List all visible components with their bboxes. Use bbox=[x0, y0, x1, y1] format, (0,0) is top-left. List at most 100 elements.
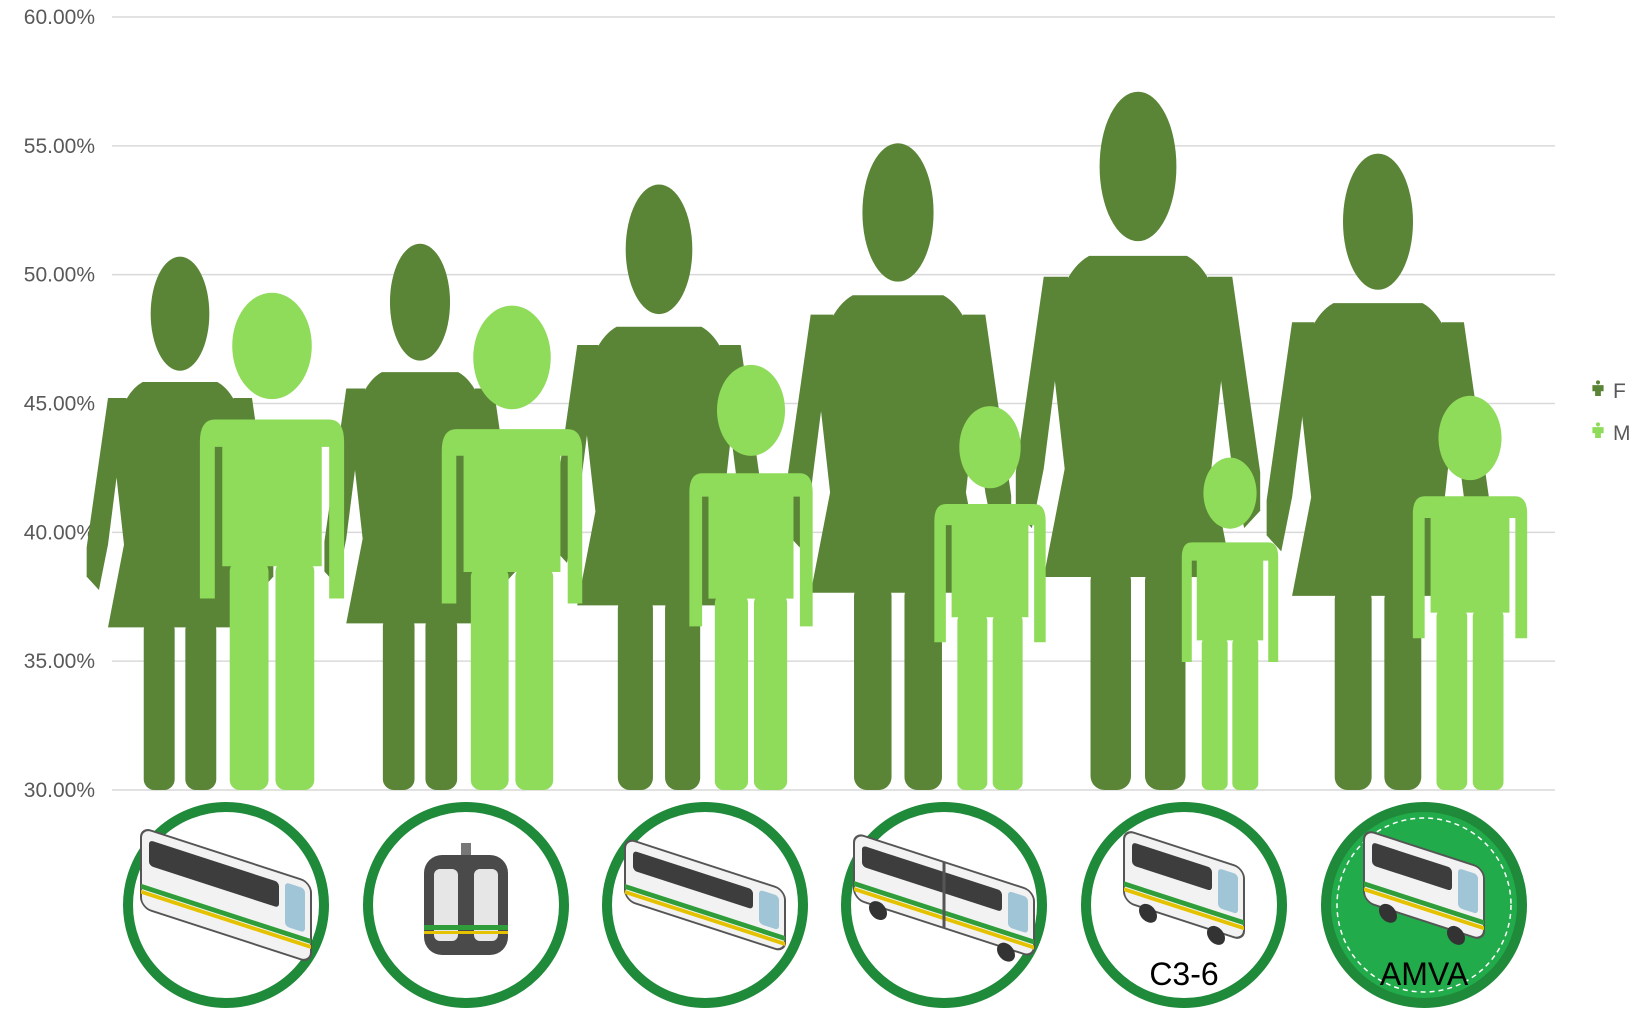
category-badge bbox=[363, 802, 569, 1008]
figure-head bbox=[389, 243, 451, 361]
figure-arm-left bbox=[1015, 276, 1069, 529]
legend-label: M bbox=[1613, 422, 1631, 445]
figure-leg-left bbox=[229, 561, 269, 790]
figure-arm-right bbox=[1207, 276, 1261, 529]
y-tick-label: 50.00% bbox=[24, 264, 95, 287]
figure-leg-left bbox=[957, 613, 988, 790]
vehicle-windshield bbox=[285, 883, 305, 932]
figure-leg-right bbox=[665, 596, 701, 790]
figure-leg-right bbox=[1384, 586, 1422, 790]
livery-stripe bbox=[141, 889, 311, 950]
figure-leg-left bbox=[382, 615, 415, 790]
vehicle-windows bbox=[1132, 843, 1212, 891]
metro-train-icon bbox=[140, 829, 312, 961]
vehicle-windshield bbox=[1458, 869, 1478, 914]
figure-leg-right bbox=[904, 583, 942, 790]
y-tick-label: 55.00% bbox=[24, 135, 95, 158]
figure-leg-right bbox=[425, 615, 458, 790]
bar-male-figure bbox=[199, 292, 345, 790]
livery-stripe bbox=[1124, 881, 1244, 926]
figure-leg-right bbox=[1472, 608, 1504, 790]
y-tick-label: 35.00% bbox=[24, 650, 95, 673]
figure-head bbox=[1099, 91, 1177, 242]
figure-head bbox=[1438, 395, 1502, 481]
figure-torso bbox=[441, 429, 583, 604]
vehicle-body-group bbox=[1363, 831, 1485, 945]
figure-leg-left bbox=[1436, 608, 1468, 790]
person-figures bbox=[86, 91, 1528, 790]
bar-male-figure bbox=[1412, 395, 1528, 790]
figure-leg-left bbox=[470, 567, 509, 790]
y-tick-label: 40.00% bbox=[24, 521, 95, 544]
figure-head bbox=[625, 184, 693, 315]
livery-stripe bbox=[1124, 887, 1244, 931]
vehicle-wheel bbox=[1207, 925, 1225, 945]
badge-inner-ring bbox=[1336, 817, 1512, 993]
livery-stripe bbox=[625, 883, 785, 941]
vehicle-wheel bbox=[1447, 925, 1465, 945]
x-tick-label: AMVA bbox=[1380, 956, 1469, 992]
legend: FM bbox=[1592, 380, 1631, 445]
figure-arm-left bbox=[1266, 322, 1315, 552]
figure-leg-right bbox=[1232, 637, 1259, 790]
legend-marker-body bbox=[1592, 427, 1604, 438]
cable-car-hanger bbox=[461, 843, 471, 857]
figure-leg-right bbox=[185, 619, 217, 790]
figure-leg-left bbox=[1334, 586, 1372, 790]
vehicle-windows bbox=[149, 841, 279, 907]
figure-leg-left bbox=[1090, 566, 1132, 790]
cable-car-window bbox=[474, 869, 498, 941]
cable-car-icon bbox=[424, 843, 508, 955]
legend-marker-head bbox=[1595, 380, 1601, 385]
vehicle-windshield bbox=[1008, 891, 1028, 933]
legend-marker-body bbox=[1592, 385, 1604, 396]
bar-male-figure bbox=[441, 305, 583, 790]
vehicle-wheel bbox=[1139, 903, 1157, 923]
livery-stripe bbox=[1364, 881, 1484, 926]
bar-male-figure bbox=[1181, 457, 1279, 790]
figure-head bbox=[716, 364, 786, 456]
vehicle-wheel bbox=[997, 942, 1015, 962]
livery-stripe bbox=[1364, 887, 1484, 931]
figure-leg-right bbox=[275, 561, 315, 790]
bar-male-figure bbox=[689, 364, 813, 790]
figure-head bbox=[473, 305, 551, 410]
vehicle-body-group bbox=[140, 829, 312, 961]
bar-male-figure bbox=[934, 406, 1046, 790]
x-tick-label: C3-6 bbox=[1149, 956, 1218, 992]
vehicle-body-group bbox=[624, 839, 786, 951]
figure-head bbox=[1203, 457, 1257, 529]
category-badge: AMVA bbox=[1321, 802, 1527, 1008]
category-badges: C3-6 AMVA bbox=[123, 802, 1527, 1008]
minibus-icon bbox=[1123, 831, 1245, 945]
figure-torso bbox=[934, 503, 1046, 643]
figure-head bbox=[232, 292, 312, 400]
legend-person-icon bbox=[1592, 380, 1604, 396]
y-tick-label: 45.00% bbox=[24, 393, 95, 416]
figure-head bbox=[150, 256, 210, 371]
y-tick-label: 30.00% bbox=[24, 779, 95, 802]
vehicle-windows bbox=[1372, 843, 1452, 891]
vehicle-windshield bbox=[759, 890, 779, 930]
legend-label: F bbox=[1613, 380, 1626, 403]
figure-torso bbox=[199, 419, 345, 599]
figure-head bbox=[862, 143, 934, 282]
livery-stripe bbox=[625, 889, 785, 946]
category-badge bbox=[841, 802, 1047, 1008]
vehicle-wheel bbox=[1379, 903, 1397, 923]
figure-dress bbox=[1043, 255, 1233, 578]
figure-torso bbox=[1412, 496, 1528, 639]
figure-torso bbox=[1181, 542, 1279, 663]
vehicle-wheel bbox=[869, 901, 887, 921]
bar-female-figure bbox=[1015, 91, 1261, 790]
figure-leg-left bbox=[714, 594, 749, 790]
minibus-icon bbox=[1363, 831, 1485, 945]
figure-torso bbox=[689, 473, 813, 627]
figure-arm-left bbox=[86, 397, 127, 590]
vehicle-body-group bbox=[1123, 831, 1245, 945]
figure-head bbox=[959, 406, 1021, 489]
tram-icon bbox=[624, 839, 786, 951]
livery-stripe bbox=[141, 883, 311, 945]
figure-leg-left bbox=[854, 583, 892, 790]
figure-leg-left bbox=[143, 619, 175, 790]
